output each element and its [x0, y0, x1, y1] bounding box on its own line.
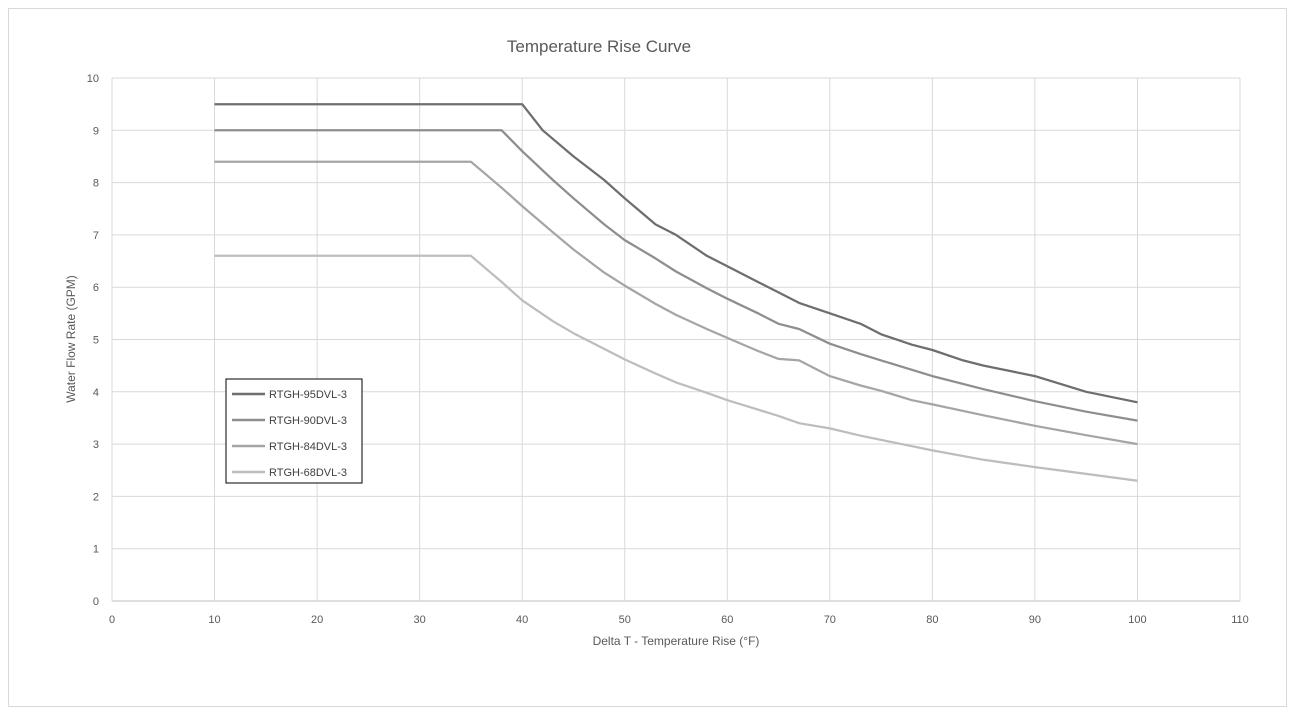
series-line-rtgh-90dvl-3 — [214, 129, 1138, 422]
x-axis-label: Delta T - Temperature Rise (°F) — [593, 634, 760, 648]
x-tick-label: 60 — [721, 614, 733, 626]
x-tick-label: 110 — [1231, 614, 1249, 626]
y-axis-ticks: 0 1 2 3 4 5 6 7 8 9 10 — [87, 73, 99, 608]
x-tick-label: 40 — [516, 614, 528, 626]
series-lines — [214, 103, 1138, 482]
series-line-rtgh-84dvl-3 — [214, 160, 1138, 446]
x-tick-label: 20 — [311, 614, 323, 626]
x-tick-label: 0 — [109, 614, 115, 626]
chart-title: Temperature Rise Curve — [507, 37, 691, 56]
y-tick-label: 5 — [93, 335, 99, 347]
x-axis-ticks: 0 10 20 30 40 50 60 70 80 90 100 110 — [109, 614, 1249, 626]
x-tick-label: 90 — [1029, 614, 1041, 626]
x-tick-label: 50 — [619, 614, 631, 626]
x-tick-label: 80 — [926, 614, 938, 626]
x-tick-label: 10 — [208, 614, 220, 626]
legend-label: RTGH-90DVL-3 — [269, 415, 347, 427]
series-line-rtgh-68dvl-3 — [214, 254, 1138, 482]
y-tick-label: 4 — [93, 387, 99, 399]
y-tick-label: 1 — [93, 544, 99, 556]
legend-label: RTGH-95DVL-3 — [269, 389, 347, 401]
legend-box — [225, 378, 363, 484]
grid — [111, 77, 1241, 602]
y-tick-label: 8 — [93, 178, 99, 190]
x-tick-label: 100 — [1128, 614, 1146, 626]
legend-label: RTGH-84DVL-3 — [269, 441, 347, 453]
y-tick-label: 0 — [93, 596, 99, 608]
y-tick-label: 6 — [93, 282, 99, 294]
y-tick-label: 9 — [93, 125, 99, 137]
y-tick-label: 3 — [93, 439, 99, 451]
y-tick-label: 10 — [87, 73, 99, 85]
x-tick-label: 30 — [414, 614, 426, 626]
y-tick-label: 2 — [93, 491, 99, 503]
series-line-rtgh-95dvl-3 — [214, 103, 1138, 404]
legend-label: RTGH-68DVL-3 — [269, 467, 347, 479]
y-axis-label: Water Flow Rate (GPM) — [64, 275, 78, 403]
x-tick-label: 70 — [824, 614, 836, 626]
legend: RTGH-95DVL-3 RTGH-90DVL-3 RTGH-84DVL-3 RTGH… — [225, 378, 363, 484]
y-tick-label: 7 — [93, 230, 99, 242]
chart-frame — [8, 8, 1287, 707]
